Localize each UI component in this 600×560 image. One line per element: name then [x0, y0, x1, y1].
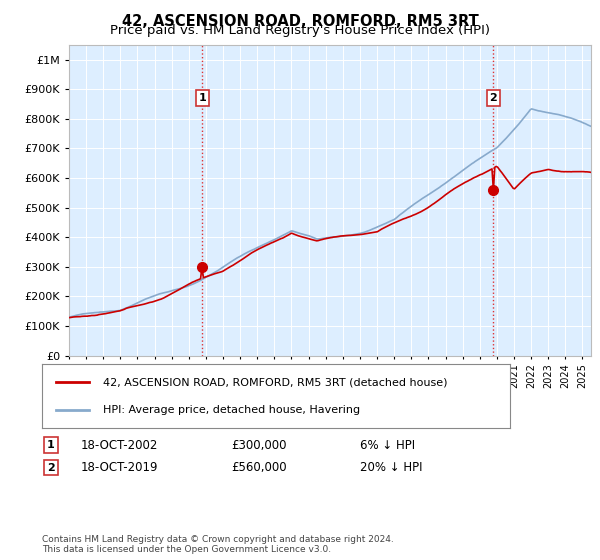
Text: £300,000: £300,000: [231, 438, 287, 452]
Text: 18-OCT-2019: 18-OCT-2019: [81, 461, 158, 474]
Text: Price paid vs. HM Land Registry's House Price Index (HPI): Price paid vs. HM Land Registry's House …: [110, 24, 490, 37]
Text: 2: 2: [47, 463, 55, 473]
Text: 1: 1: [47, 440, 55, 450]
Text: 2: 2: [490, 93, 497, 103]
Text: 42, ASCENSION ROAD, ROMFORD, RM5 3RT (detached house): 42, ASCENSION ROAD, ROMFORD, RM5 3RT (de…: [103, 377, 448, 387]
Text: 42, ASCENSION ROAD, ROMFORD, RM5 3RT: 42, ASCENSION ROAD, ROMFORD, RM5 3RT: [122, 14, 478, 29]
Text: 20% ↓ HPI: 20% ↓ HPI: [360, 461, 422, 474]
Text: 1: 1: [199, 93, 206, 103]
Text: HPI: Average price, detached house, Havering: HPI: Average price, detached house, Have…: [103, 405, 360, 416]
Text: 6% ↓ HPI: 6% ↓ HPI: [360, 438, 415, 452]
Text: Contains HM Land Registry data © Crown copyright and database right 2024.
This d: Contains HM Land Registry data © Crown c…: [42, 535, 394, 554]
Text: 18-OCT-2002: 18-OCT-2002: [81, 438, 158, 452]
Text: £560,000: £560,000: [231, 461, 287, 474]
